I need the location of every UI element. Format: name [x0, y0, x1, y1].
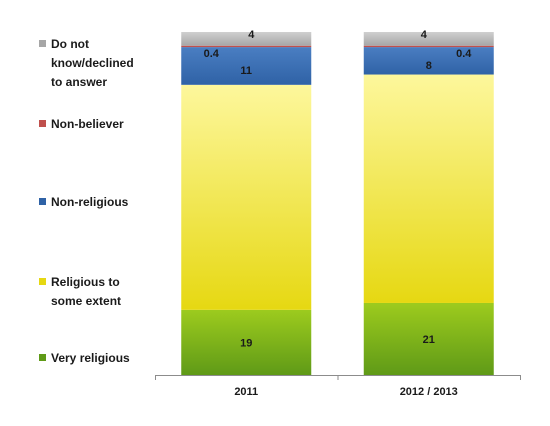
bar-segment-very-religious-2012-2013 [363, 302, 494, 375]
bar-segment-religious-to-some-extent-2011 [181, 84, 312, 310]
legend-swatch-do-not-know-declined-to-answer [39, 40, 46, 47]
legend-swatch-non-believer [39, 120, 46, 127]
bar-segment-very-religious-2011 [181, 309, 312, 375]
x-tick-label-2012-2013: 2012 / 2013 [400, 386, 458, 398]
legend-label-religious-to-some-extent-line-2: some extent [51, 294, 121, 308]
data-label-do-not-know-declined-to-answer-2012-2013: 4 [421, 29, 428, 41]
bar-segment-religious-to-some-extent-2012-2013 [363, 74, 494, 303]
bar-segment-non-believer-2011 [181, 45, 312, 48]
bar-segment-non-religious-2011 [181, 47, 312, 85]
data-label-very-religious-2012-2013: 21 [423, 334, 435, 346]
bar-segment-do-not-know-declined-to-answer-2011 [181, 32, 312, 46]
bars-layer: 19 11 0.4 4 21 8 0.4 4 [181, 29, 494, 375]
bar-segment-do-not-know-declined-to-answer-2012-2013 [363, 32, 494, 46]
legend-label-very-religious: Very religious [51, 351, 130, 365]
legend-label-non-believer: Non-believer [51, 117, 124, 131]
data-label-very-religious-2011: 19 [240, 337, 252, 349]
legend-label-religious-to-some-extent-line-1: Religious to [51, 275, 120, 289]
legend-label-do-not-know-declined-to-answer-line-2: know/declined [51, 56, 134, 70]
data-label-non-religious-2011: 11 [240, 65, 252, 77]
legend: Do not know/declined to answer Non-believer… [39, 37, 134, 365]
bar-segment-non-religious-2012-2013 [363, 47, 494, 75]
legend-label-non-religious: Non-religious [51, 195, 129, 209]
legend-label-do-not-know-declined-to-answer-line-3: to answer [51, 75, 107, 89]
legend-swatch-very-religious [39, 354, 46, 361]
data-label-do-not-know-declined-to-answer-2011: 4 [248, 29, 255, 41]
data-label-non-religious-2012-2013: 8 [426, 60, 432, 72]
x-tick-label-2011: 2011 [234, 386, 258, 398]
legend-swatch-religious-to-some-extent [39, 278, 46, 285]
x-axis: 2011 2012 / 2013 [155, 375, 521, 398]
bar-segment-non-believer-2012-2013 [363, 45, 494, 48]
legend-swatch-non-religious [39, 198, 46, 205]
data-label-non-believer-2011: 0.4 [204, 48, 220, 60]
data-label-non-believer-2012-2013: 0.4 [456, 48, 472, 60]
legend-label-do-not-know-declined-to-answer-line-1: Do not [51, 37, 89, 51]
